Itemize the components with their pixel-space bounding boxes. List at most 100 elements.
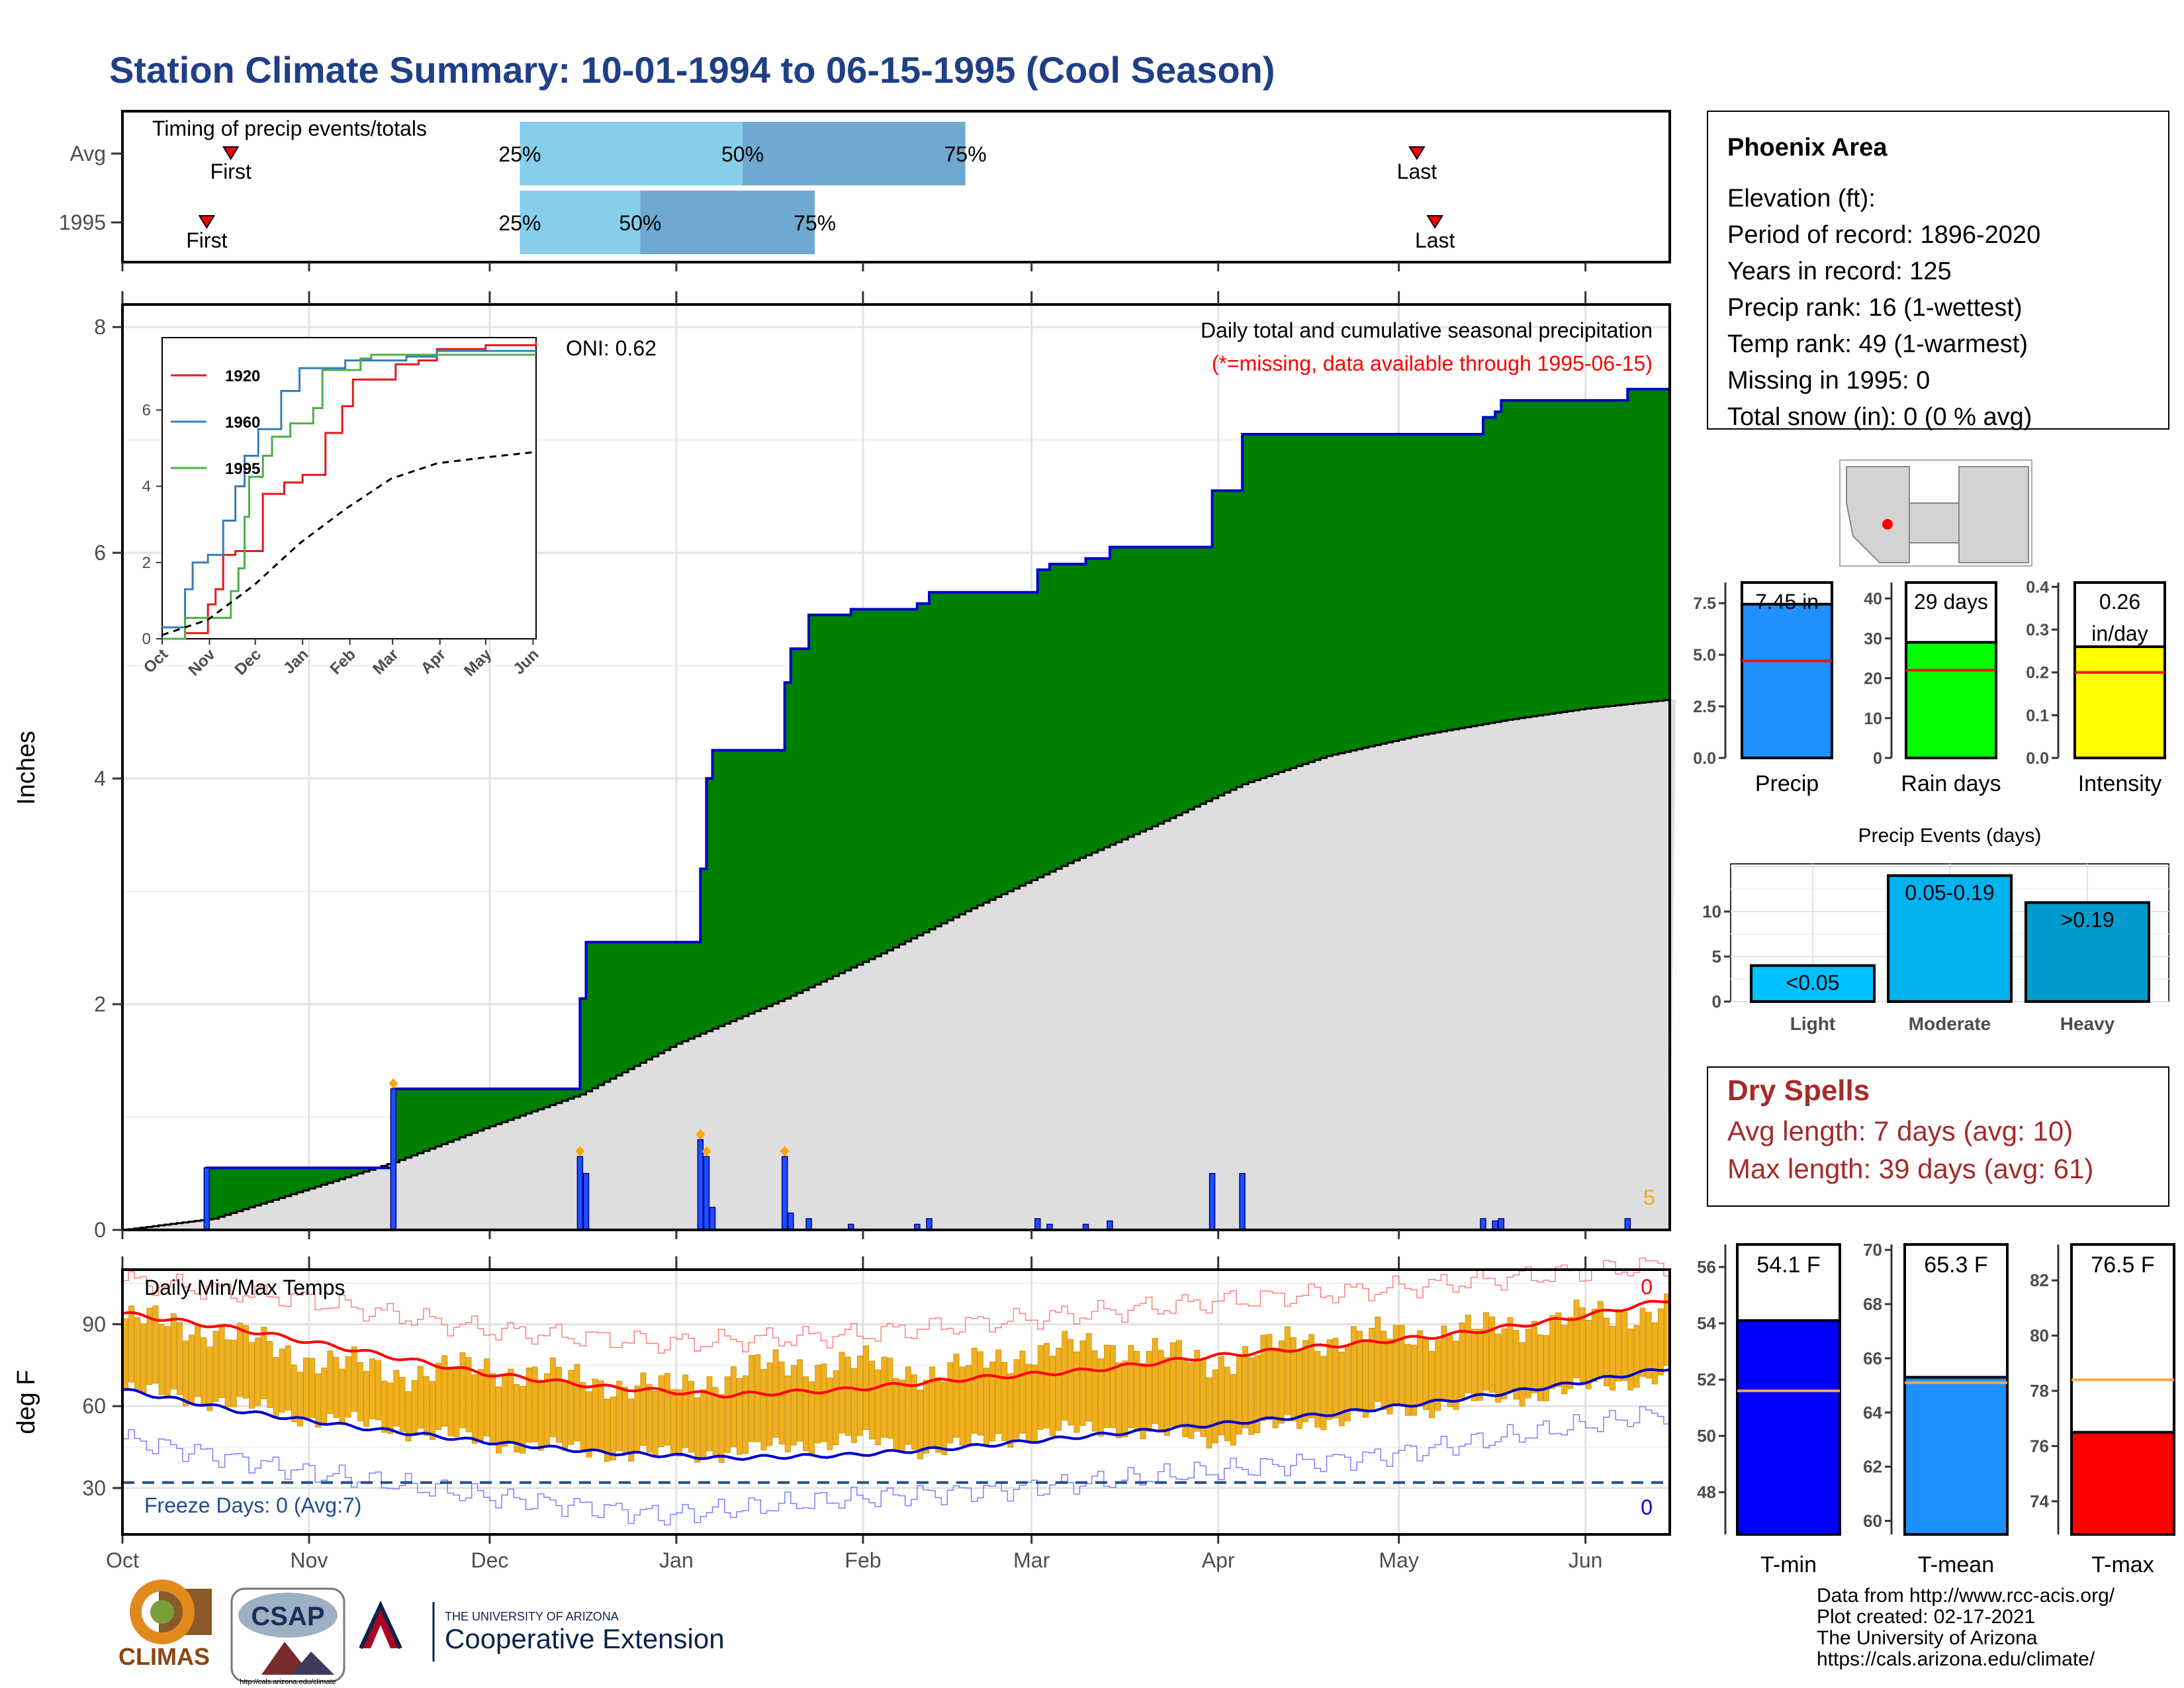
- events-ytick-label: 5: [1712, 947, 1721, 966]
- daily-temp-bar: [749, 1354, 755, 1442]
- daily-temp-bar: [1043, 1342, 1050, 1429]
- daily-temp-bar: [164, 1326, 171, 1397]
- precip-ytick-label: 8: [94, 315, 106, 339]
- page-title: Station Climate Summary: 10-01-1994 to 0…: [109, 49, 1275, 91]
- daily-temp-bar: [243, 1325, 249, 1399]
- daily-temp-bar: [309, 1358, 316, 1419]
- temp-bar-2-ytick-label: 76: [2030, 1436, 2049, 1456]
- daily-temp-bar: [1260, 1335, 1267, 1421]
- temp-bar-label: T-mean: [1918, 1552, 1994, 1577]
- daily-temp-bar: [971, 1348, 978, 1434]
- daily-temp-bar: [580, 1382, 586, 1452]
- daily-temp-bar: [935, 1377, 942, 1453]
- temp-xtick-label: Oct: [106, 1548, 139, 1572]
- daily-precip-bar: [805, 1218, 812, 1231]
- summary-bar-label: Rain days: [1901, 771, 2001, 796]
- daily-temp-bar: [273, 1357, 279, 1418]
- daily-temp-bar: [1338, 1352, 1345, 1427]
- daily-temp-bar: [664, 1372, 670, 1446]
- timing-iqr-high-bar: [743, 122, 966, 185]
- daily-temp-bar: [255, 1337, 261, 1406]
- temp-bar-1-ytick-label: 64: [1863, 1403, 1882, 1423]
- daily-temp-bar: [634, 1385, 641, 1454]
- timing-panel: Timing of precip events/totals Avg 1995 …: [59, 110, 1671, 271]
- daily-temp-bar: [1140, 1363, 1146, 1439]
- daily-temp-bar: [471, 1374, 478, 1444]
- daily-temp-bar: [1218, 1356, 1224, 1436]
- daily-temp-bar: [430, 1381, 435, 1440]
- footer-line: https://cals.arizona.edu/climate/: [1817, 1648, 2095, 1670]
- daily-temp-bar: [743, 1375, 749, 1454]
- timing-iqr-low-bar: [520, 122, 743, 185]
- summary-bar-value-label: 7.45 in: [1755, 590, 1819, 614]
- daily-temp-bar: [995, 1349, 1002, 1434]
- daily-temp-bar: [911, 1374, 917, 1450]
- daily-temp-bar: [1549, 1315, 1556, 1389]
- daily-temp-bar: [568, 1370, 574, 1445]
- daily-temp-bar: [423, 1376, 430, 1436]
- inset-normal-line: [161, 451, 537, 636]
- daily-temp-bar: [929, 1366, 936, 1446]
- daily-precip-bar: [1624, 1218, 1631, 1231]
- daily-temp-bar: [754, 1354, 761, 1442]
- record-low-count: 0: [1641, 1495, 1653, 1519]
- precip-ytick-label: 6: [94, 541, 106, 565]
- summary-bar-1-ytick-label: 40: [1864, 590, 1882, 608]
- daily-temp-bar: [586, 1391, 592, 1458]
- daily-temp-bar: [447, 1369, 454, 1436]
- daily-temp-bar: [453, 1368, 460, 1437]
- summary-bar-value-label: 29 days: [1914, 590, 1988, 614]
- summary-bar-0-ytick-label: 7.5: [1693, 594, 1716, 613]
- inset-legend-label: 1960: [225, 414, 260, 432]
- daily-temp-bar: [261, 1327, 267, 1399]
- daily-temp-bar: [905, 1366, 911, 1445]
- daily-precip-bar: [203, 1167, 210, 1231]
- timing-pct-label: 50%: [721, 142, 764, 166]
- daily-temp-bar: [598, 1380, 604, 1451]
- summary-bar-2-value-bar: [2073, 645, 2166, 760]
- daily-temp-bar: [531, 1366, 538, 1442]
- ua-big-text: Cooperative Extension: [445, 1623, 725, 1654]
- summary-bar-1: 0 10 20 30 40 29 days Rain days: [1864, 581, 2001, 796]
- daily-temp-bar: [357, 1362, 363, 1422]
- daily-temp-bar: [267, 1340, 273, 1408]
- daily-temp-bar: [778, 1361, 785, 1445]
- daily-temp-bar: [652, 1390, 659, 1457]
- temp-panel: 30 60 90 Oct Nov Dec Jan Feb Mar Apr May Jun Daily …: [13, 1256, 1671, 1572]
- daily-temp-bar: [646, 1384, 653, 1453]
- summary-bar-0-ytick-label: 0.0: [1693, 749, 1716, 768]
- summary-bar-1-ytick-label: 0: [1873, 749, 1882, 768]
- temp-bar-2-ytick-label: 82: [2030, 1270, 2049, 1290]
- daily-temp-bar: [1062, 1331, 1068, 1421]
- footer-line: Plot created: 02-17-2021: [1817, 1606, 2035, 1628]
- temp-bar-value-label: 54.1 F: [1756, 1252, 1820, 1278]
- summary-bar-label: Intensity: [2078, 771, 2162, 796]
- temp-bar-1-value-bar: [1903, 1376, 2009, 1536]
- precip-subtitle: Daily total and cumulative seasonal prec…: [1201, 318, 1653, 342]
- temp-bar-2-value-bar: [2070, 1430, 2175, 1536]
- daily-temp-bar: [1604, 1317, 1610, 1387]
- summary-bar-2-ytick-label: 0.3: [2026, 621, 2049, 639]
- corner-count: 5: [1643, 1186, 1655, 1209]
- temp-bar-1-ytick-label: 62: [1863, 1457, 1882, 1477]
- daily-temp-bar: [1465, 1315, 1471, 1393]
- daily-temp-bar: [1404, 1344, 1411, 1416]
- dry-spells-avg: Avg length: 7 days (avg: 10): [1727, 1115, 2073, 1147]
- daily-temp-bar: [1447, 1335, 1453, 1407]
- daily-temp-bar: [1332, 1338, 1339, 1419]
- events-bar-tag: >0.19: [2061, 908, 2115, 931]
- daily-temp-bar: [1513, 1330, 1520, 1400]
- inset-series-1995: [162, 353, 536, 640]
- daily-temp-bar: [1188, 1362, 1195, 1439]
- summary-bar-2-ytick-label: 0.1: [2026, 706, 2049, 725]
- daily-precip-bar: [781, 1156, 788, 1231]
- temp-bar-2-ytick-label: 80: [2030, 1326, 2049, 1346]
- daily-precip-bar: [582, 1173, 590, 1231]
- heavy-event-marker: [388, 1078, 398, 1089]
- location-map: [1839, 459, 2032, 567]
- daily-temp-bar: [1375, 1317, 1381, 1402]
- daily-temp-bar: [459, 1352, 466, 1429]
- daily-temp-bar: [839, 1352, 845, 1434]
- daily-temp-bar: [296, 1372, 303, 1427]
- summary-bar-2-ytick-label: 0.4: [2026, 578, 2049, 596]
